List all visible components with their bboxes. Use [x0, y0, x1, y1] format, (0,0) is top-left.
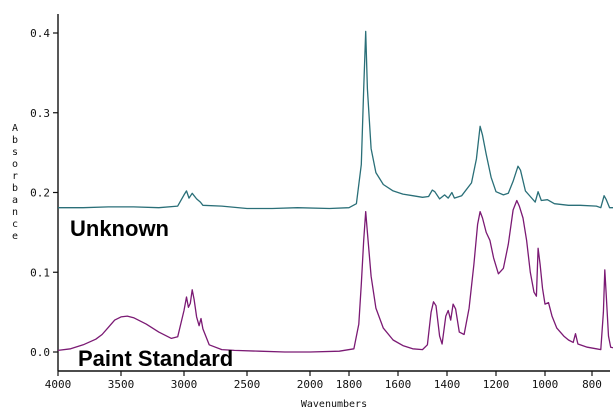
x-tick-label: 1400 — [434, 378, 461, 391]
x-tick-label: 4000 — [45, 378, 72, 391]
y-axis-title-char: o — [12, 159, 18, 170]
y-axis-title-char: r — [12, 171, 18, 182]
x-tick-label: 3500 — [108, 378, 135, 391]
y-axis-title-char: s — [12, 147, 18, 158]
series-label-unknown: Unknown — [70, 216, 169, 241]
y-tick-label: 0.3 — [30, 107, 50, 120]
x-ticks: 4000 3500 3000 2500 2000 1800 1600 1400 1200 1000… — [45, 371, 602, 391]
x-tick-label: 2000 — [297, 378, 324, 391]
series-lines — [57, 30, 613, 353]
x-tick-label: 1000 — [532, 378, 559, 391]
series-label-paint-standard: Paint Standard — [78, 346, 233, 371]
y-axis-title-char: b — [12, 183, 18, 194]
y-tick-label: 0.1 — [30, 266, 50, 279]
x-tick-label: 3000 — [171, 378, 198, 391]
y-axis-title-char: A — [12, 123, 18, 134]
x-tick-label: 800 — [582, 378, 602, 391]
x-axis-title: Wavenumbers — [301, 399, 367, 409]
y-tick-label: 0.0 — [30, 346, 50, 359]
y-axis-title-char: b — [12, 135, 18, 146]
series-line-paint-standard — [57, 199, 613, 353]
y-tick-label: 0.2 — [30, 187, 50, 200]
x-tick-label: 1200 — [483, 378, 510, 391]
series-line-unknown — [58, 30, 613, 210]
x-tick-label: 2500 — [234, 378, 261, 391]
y-tick-label: 0.4 — [30, 27, 50, 40]
y-axis-title-char: c — [12, 219, 18, 230]
x-tick-label: 1600 — [385, 378, 412, 391]
y-ticks: 0.0 0.1 0.2 0.3 0.4 — [30, 27, 58, 359]
y-axis-title-char: e — [12, 231, 18, 242]
y-axis-title-char: a — [12, 195, 18, 206]
y-axis-title-char: n — [12, 207, 18, 218]
x-tick-label: 1800 — [336, 378, 363, 391]
